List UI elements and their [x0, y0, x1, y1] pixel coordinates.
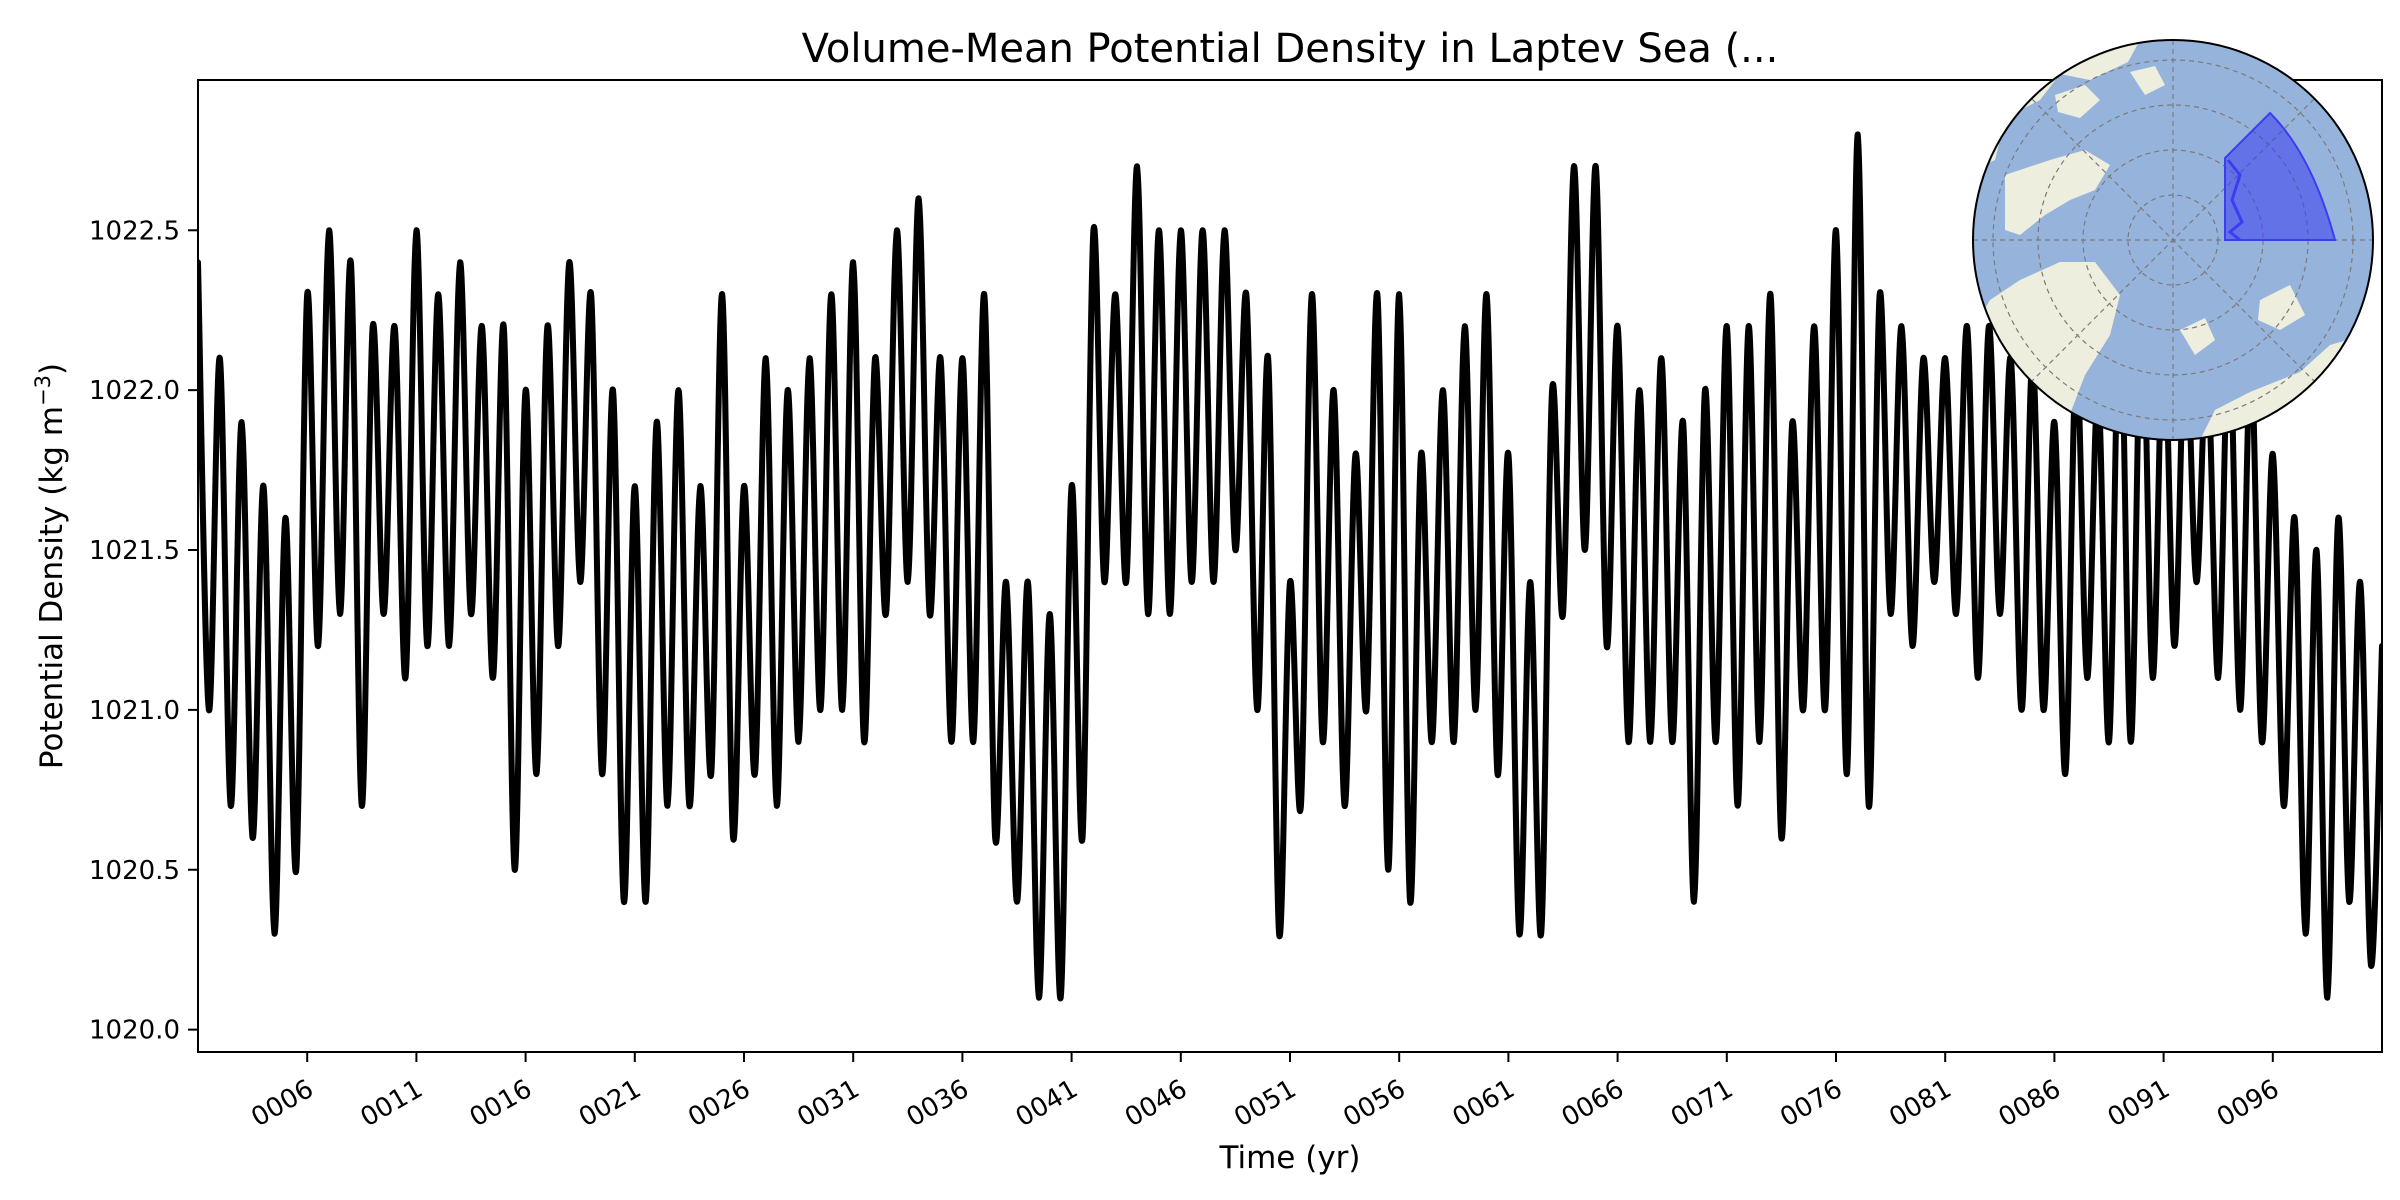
y-tick-label: 1021.5 — [89, 536, 180, 566]
x-axis: 0006 0011 0016 0021 0026 0031 0036 0041 0046 0051… — [246, 1052, 2284, 1133]
x-axis-label: Time (yr) — [1219, 1140, 1361, 1176]
y-tick-label: 1020.0 — [89, 1016, 180, 1046]
series-layer — [198, 131, 2382, 1001]
x-tick-label: 0046 — [1120, 1074, 1192, 1133]
land-mass — [2055, 85, 2100, 118]
y-tick-label: 1020.5 — [89, 856, 180, 886]
y-axis-label-exponent: −3 — [31, 375, 55, 406]
x-tick-label: 0081 — [1884, 1074, 1956, 1133]
y-tick-label: 1022.0 — [89, 376, 180, 406]
x-tick-label: 0086 — [1994, 1074, 2066, 1133]
y-tick-label: 1021.0 — [89, 696, 180, 726]
x-tick-label: 0071 — [1666, 1074, 1738, 1133]
x-tick-label: 0026 — [683, 1074, 755, 1133]
x-tick-label: 0061 — [1448, 1074, 1520, 1133]
x-tick-label: 0066 — [1557, 1074, 1629, 1133]
y-axis: 1020.0 1020.5 1021.0 1021.5 1022.0 1022.5 — [89, 216, 198, 1046]
x-tick-label: 0041 — [1011, 1074, 1083, 1133]
land-mass — [2005, 150, 2110, 235]
x-tick-label: 0096 — [2212, 1074, 2284, 1133]
x-tick-label: 0076 — [1775, 1074, 1847, 1133]
x-tick-label: 0051 — [1229, 1074, 1301, 1133]
x-tick-label: 0011 — [356, 1074, 428, 1133]
inset-map — [1972, 39, 2374, 441]
laptev-sea-region — [2224, 111, 2337, 241]
x-tick-label: 0016 — [465, 1074, 537, 1133]
x-tick-label: 0021 — [574, 1074, 646, 1133]
laptev-coastline — [2226, 159, 2244, 242]
land-mass — [2180, 318, 2215, 355]
y-axis-label-text: Potential Density (kg m — [34, 406, 70, 769]
x-tick-label: 0036 — [902, 1074, 974, 1133]
chart-title: Volume-Mean Potential Density in Laptev … — [802, 26, 1779, 72]
x-tick-label: 0091 — [2103, 1074, 2175, 1133]
map-boundary — [1972, 39, 2374, 441]
x-tick-label: 0031 — [792, 1074, 864, 1133]
x-tick-label: 0056 — [1338, 1074, 1410, 1133]
land-mass — [2258, 285, 2305, 330]
land-mass — [2130, 66, 2165, 95]
series-line-0 — [198, 131, 2382, 1001]
y-axis-label: Potential Density (kg m−3) — [31, 363, 70, 769]
y-tick-label: 1022.5 — [89, 216, 180, 246]
x-tick-label: 0006 — [246, 1074, 318, 1133]
y-axis-label-close: ) — [34, 363, 70, 375]
